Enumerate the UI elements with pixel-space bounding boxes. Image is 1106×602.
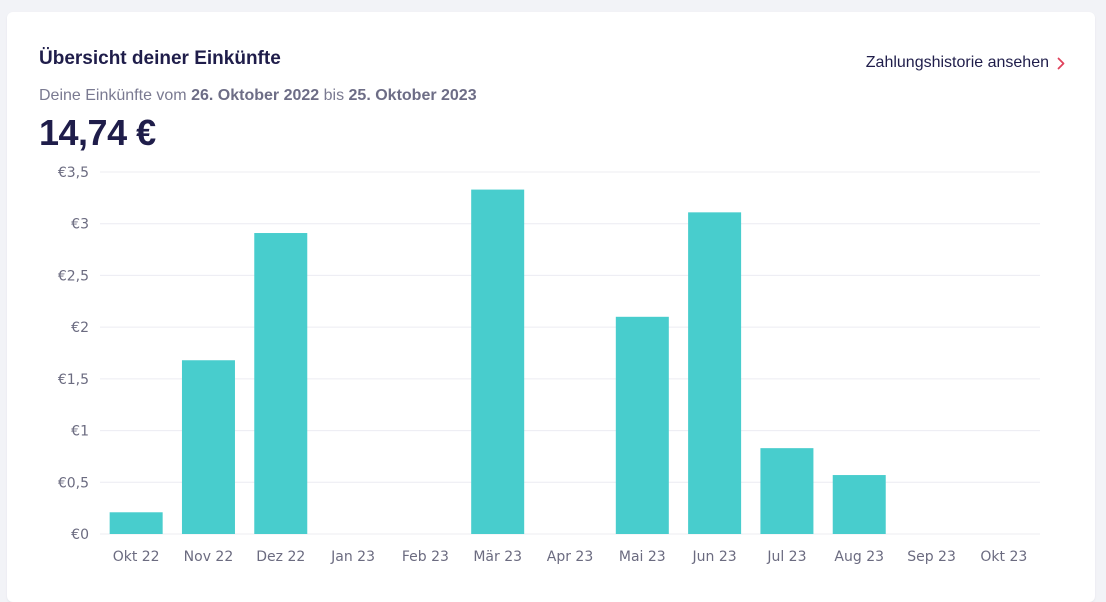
bar-mär-23[interactable] bbox=[471, 189, 525, 534]
payment-history-label: Zahlungshistorie ansehen bbox=[865, 54, 1049, 71]
x-tick-label: Okt 22 bbox=[113, 549, 160, 565]
x-tick-label: Mär 23 bbox=[473, 549, 522, 565]
bar-aug-23[interactable] bbox=[832, 475, 886, 534]
bar-jun-23[interactable] bbox=[688, 212, 742, 534]
y-tick-label: €3,5 bbox=[58, 165, 89, 181]
earnings-bar-chart: €0 €0,5 €1 €1,5 €2 €2,5 €3 €3,5 Okt 22 Nov 22 Dez… bbox=[58, 165, 1040, 565]
subtitle-middle: bis bbox=[323, 87, 345, 104]
x-tick-label: Okt 23 bbox=[980, 549, 1027, 565]
chevron-right-icon bbox=[1057, 57, 1065, 70]
bar-jul-23[interactable] bbox=[760, 448, 814, 534]
y-tick-label: €2 bbox=[71, 320, 89, 336]
x-tick-label: Jul 23 bbox=[766, 549, 806, 565]
x-tick-label: Aug 23 bbox=[834, 549, 884, 565]
date-to: 25. Oktober 2023 bbox=[348, 87, 477, 104]
x-tick-label: Jun 23 bbox=[692, 549, 737, 565]
total-earnings: 14,74 € bbox=[39, 112, 156, 153]
date-from: 26. Oktober 2022 bbox=[191, 87, 320, 104]
x-tick-label: Mai 23 bbox=[619, 549, 666, 565]
x-tick-label: Jan 23 bbox=[330, 549, 375, 565]
x-tick-label: Apr 23 bbox=[547, 549, 593, 565]
x-tick-label: Nov 22 bbox=[184, 549, 234, 565]
y-tick-label: €2,5 bbox=[58, 268, 89, 284]
y-tick-label: €0,5 bbox=[58, 475, 89, 491]
subtitle-prefix: Deine Einkünfte vom bbox=[39, 87, 187, 104]
y-tick-label: €1,5 bbox=[58, 372, 89, 388]
payment-history-link[interactable]: Zahlungshistorie ansehen bbox=[866, 54, 1065, 72]
y-tick-label: €3 bbox=[71, 217, 89, 233]
bar-nov-22[interactable] bbox=[181, 360, 235, 534]
bar-okt-22[interactable] bbox=[109, 512, 163, 534]
date-range-text: Deine Einkünfte vom 26. Oktober 2022 bis… bbox=[39, 87, 477, 105]
y-tick-label: €1 bbox=[71, 424, 89, 440]
x-tick-label: Dez 22 bbox=[256, 549, 305, 565]
y-tick-label: €0 bbox=[71, 527, 89, 543]
card-title: Übersicht deiner Einkünfte bbox=[39, 48, 281, 69]
x-tick-label: Sep 23 bbox=[907, 549, 956, 565]
bar-mai-23[interactable] bbox=[615, 316, 669, 534]
bar-dez-22[interactable] bbox=[254, 233, 308, 534]
x-tick-label: Feb 23 bbox=[402, 549, 449, 565]
